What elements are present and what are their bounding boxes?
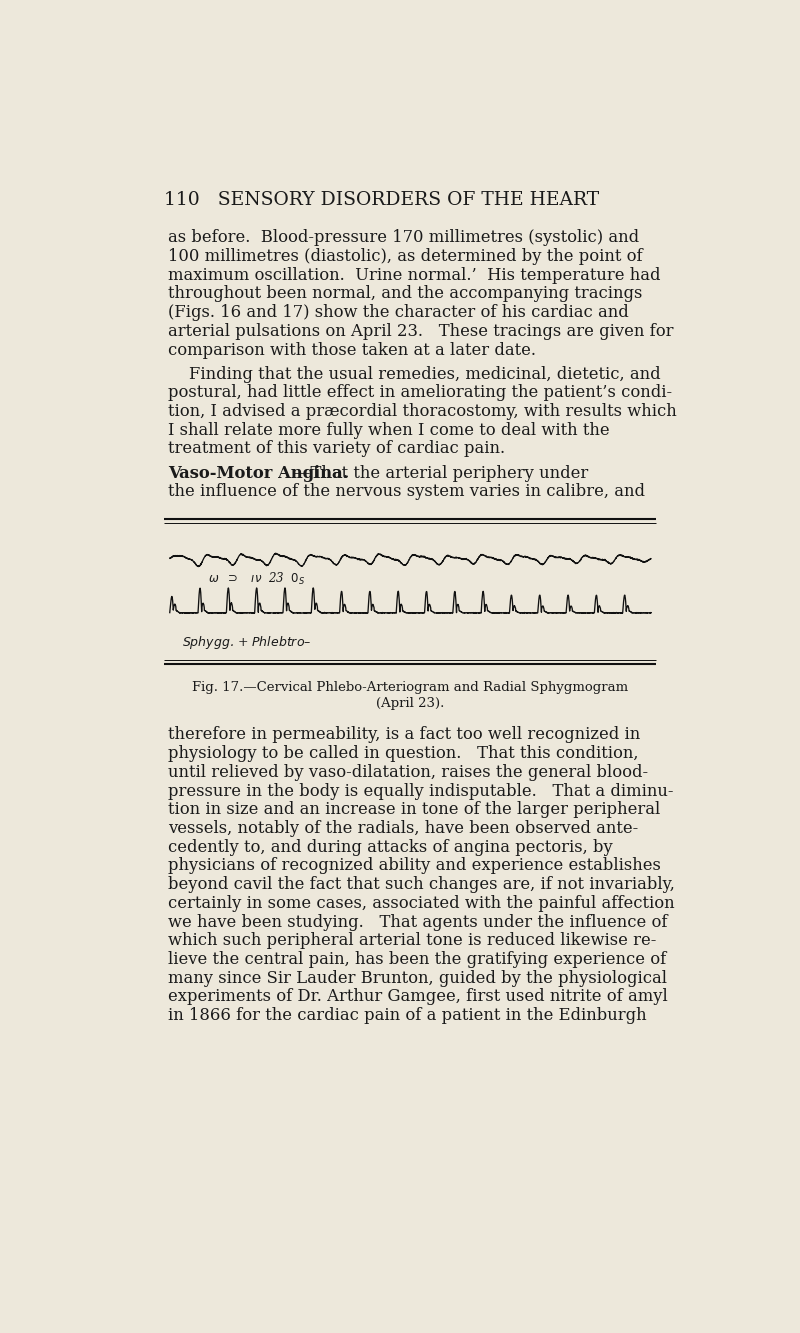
- Text: 110   SENSORY DISORDERS OF THE HEART: 110 SENSORY DISORDERS OF THE HEART: [164, 191, 599, 209]
- Text: certainly in some cases, associated with the painful affection: certainly in some cases, associated with…: [168, 894, 675, 912]
- Text: pressure in the body is equally indisputable.   That a diminu-: pressure in the body is equally indisput…: [168, 782, 674, 800]
- Text: comparison with those taken at a later date.: comparison with those taken at a later d…: [168, 341, 536, 359]
- Text: I shall relate more fully when I come to deal with the: I shall relate more fully when I come to…: [168, 421, 610, 439]
- Text: which such peripheral arterial tone is reduced likewise re-: which such peripheral arterial tone is r…: [168, 932, 657, 949]
- Text: Finding that the usual remedies, medicinal, dietetic, and: Finding that the usual remedies, medicin…: [168, 365, 661, 383]
- Text: tion in size and an increase in tone of the larger peripheral: tion in size and an increase in tone of …: [168, 801, 661, 818]
- Text: $\omega$  $\supset$   $\imath\nu$  23  $0_S$: $\omega$ $\supset$ $\imath\nu$ 23 $0_S$: [209, 572, 306, 588]
- Text: arterial pulsations on April 23.   These tracings are given for: arterial pulsations on April 23. These t…: [168, 323, 674, 340]
- Text: cedently to, and during attacks of angina pectoris, by: cedently to, and during attacks of angin…: [168, 838, 613, 856]
- Text: (April 23).: (April 23).: [376, 697, 444, 710]
- Text: —That the arterial periphery under: —That the arterial periphery under: [294, 465, 588, 481]
- Text: the influence of the nervous system varies in calibre, and: the influence of the nervous system vari…: [168, 484, 646, 500]
- Text: until relieved by vaso-dilatation, raises the general blood-: until relieved by vaso-dilatation, raise…: [168, 764, 648, 781]
- Text: maximum oscillation.  Urine normal.’  His temperature had: maximum oscillation. Urine normal.’ His …: [168, 267, 661, 284]
- Text: (Figs. 16 and 17) show the character of his cardiac and: (Figs. 16 and 17) show the character of …: [168, 304, 629, 321]
- Text: tion, I advised a præcordial thoracostomy, with results which: tion, I advised a præcordial thoracostom…: [168, 403, 677, 420]
- Text: beyond cavil the fact that such changes are, if not invariably,: beyond cavil the fact that such changes …: [168, 876, 675, 893]
- Text: throughout been normal, and the accompanying tracings: throughout been normal, and the accompan…: [168, 285, 642, 303]
- Text: therefore in permeability, is a fact too well recognized in: therefore in permeability, is a fact too…: [168, 726, 641, 744]
- Text: Vaso-Motor Angina.: Vaso-Motor Angina.: [168, 465, 349, 481]
- Text: 100 millimetres (diastolic), as determined by the point of: 100 millimetres (diastolic), as determin…: [168, 248, 643, 265]
- Text: physicians of recognized ability and experience establishes: physicians of recognized ability and exp…: [168, 857, 661, 874]
- Text: Fig. 17.—Cervical Phlebo-Arteriogram and Radial Sphygmogram: Fig. 17.—Cervical Phlebo-Arteriogram and…: [192, 681, 628, 693]
- Text: treatment of this variety of cardiac pain.: treatment of this variety of cardiac pai…: [168, 440, 506, 457]
- Text: many since Sir Lauder Brunton, guided by the physiological: many since Sir Lauder Brunton, guided by…: [168, 969, 667, 986]
- Text: physiology to be called in question.   That this condition,: physiology to be called in question. Tha…: [168, 745, 638, 762]
- Text: as before.  Blood-pressure 170 millimetres (systolic) and: as before. Blood-pressure 170 millimetre…: [168, 229, 639, 247]
- Text: we have been studying.   That agents under the influence of: we have been studying. That agents under…: [168, 913, 668, 930]
- Text: in 1866 for the cardiac pain of a patient in the Edinburgh: in 1866 for the cardiac pain of a patien…: [168, 1008, 647, 1024]
- Text: lieve the central pain, has been the gratifying experience of: lieve the central pain, has been the gra…: [168, 950, 666, 968]
- Text: experiments of Dr. Arthur Gamgee, first used nitrite of amyl: experiments of Dr. Arthur Gamgee, first …: [168, 988, 668, 1005]
- Text: postural, had little effect in ameliorating the patient’s condi-: postural, had little effect in ameliorat…: [168, 384, 672, 401]
- Text: vessels, notably of the radials, have been observed ante-: vessels, notably of the radials, have be…: [168, 820, 638, 837]
- Text: $\mathit{Sphygg}$. + $\mathit{Phlebtro}$–: $\mathit{Sphygg}$. + $\mathit{Phlebtro}$…: [182, 635, 311, 652]
